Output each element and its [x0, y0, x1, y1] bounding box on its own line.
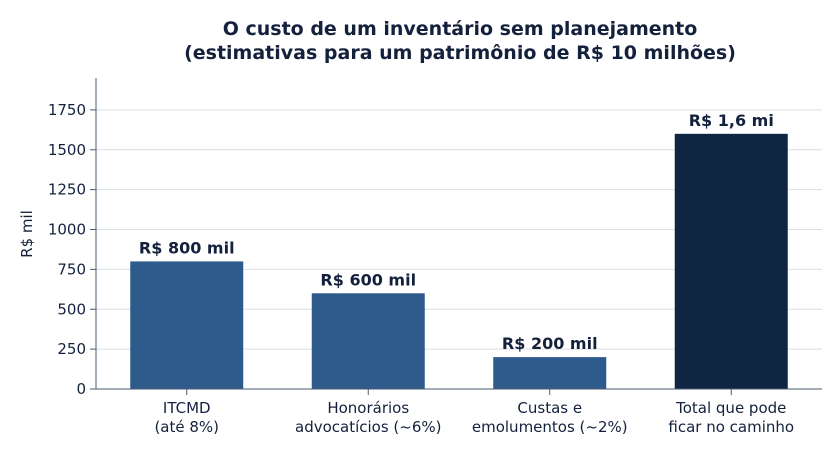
data-label: R$ 200 mil [502, 334, 598, 353]
y-tick-label: 250 [57, 340, 86, 358]
bar [130, 261, 244, 389]
chart-title: O custo de um inventário sem planejament… [184, 18, 736, 64]
labels: 0 250 500 750 1000 1250 1500 1750 R$ 800 mil ITCM… [48, 101, 794, 436]
y-tick-label: 750 [57, 260, 86, 278]
x-tick-label: ficar no caminho [668, 418, 794, 436]
y-tick-label: 1750 [48, 101, 86, 119]
chart-title-line-1: O custo de um inventário sem planejament… [223, 18, 698, 40]
y-tick-label: 1000 [48, 221, 86, 239]
y-tick-label: 500 [57, 300, 86, 318]
y-tick-label: 0 [76, 380, 86, 398]
data-label: R$ 600 mil [320, 270, 416, 289]
y-tick-label: 1500 [48, 141, 86, 159]
bars [130, 133, 788, 389]
bar [311, 293, 425, 389]
x-tick-label: emolumentos (~2%) [472, 418, 628, 436]
chart-title-line-2: (estimativas para um patrimônio de R$ 10… [184, 42, 736, 64]
x-tick-label: Honorários [327, 399, 409, 417]
bar [493, 357, 607, 389]
x-tick-label: (até 8%) [154, 418, 219, 436]
bar [674, 133, 788, 389]
x-tick-label: Total que pode [675, 399, 786, 417]
y-axis-label: R$ mil [18, 210, 36, 258]
x-tick-label: ITCMD [163, 399, 211, 417]
x-tick-label: advocatícios (~6%) [295, 418, 442, 436]
data-label: R$ 1,6 mi [689, 111, 774, 130]
y-tick-label: 1250 [48, 181, 86, 199]
data-label: R$ 800 mil [139, 238, 235, 257]
axes [90, 78, 822, 395]
x-tick-label: Custas e [517, 399, 582, 417]
